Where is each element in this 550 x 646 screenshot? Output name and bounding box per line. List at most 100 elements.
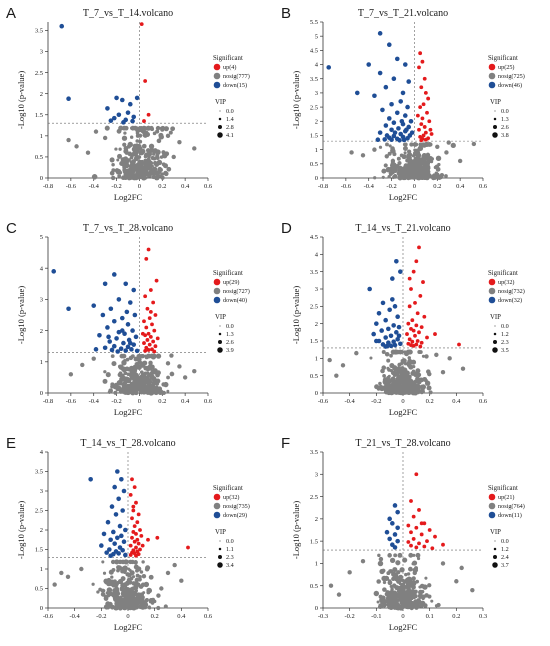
x-tick-label: 0 [413,183,416,190]
nosig-point [154,390,159,395]
down-point [394,330,399,335]
vip-legend-marker [218,555,222,559]
y-tick-label: 1 [40,133,43,140]
x-tick-label: 0.2 [158,398,166,405]
nosig-point [127,580,131,584]
nosig-point [128,383,133,387]
nosig-point [143,378,147,382]
nosig-point [102,378,108,384]
nosig-point [418,350,423,354]
down-point [105,519,111,525]
down-point [112,484,117,490]
y-tick-label: 3 [315,471,318,478]
nosig-point [415,152,422,159]
nosig-point [121,126,126,131]
nosig-point [116,568,120,573]
up-point [423,130,428,135]
down-point [394,258,399,264]
nosig-point [152,376,157,381]
nosig-point [406,587,411,593]
y-tick-label: 2 [40,328,43,335]
x-tick-label: 0.6 [479,398,488,405]
nosig-point [113,588,119,594]
up-point [407,337,412,342]
nosig-point [114,602,119,607]
up-point [417,245,421,250]
nosig-point [131,354,135,358]
legend-down-marker [213,81,221,89]
down-point [392,304,398,309]
up-point [415,311,420,316]
nosig-point [457,158,463,164]
nosig-point [135,133,140,138]
nosig-point [132,596,137,601]
y-tick-label: 2 [315,516,318,523]
nosig-point [411,584,416,590]
nosig-point [396,589,401,594]
up-point [422,125,427,129]
legend-title: Significant [488,55,518,62]
nosig-point [384,351,390,357]
nosig-point [138,139,143,144]
up-point [135,537,140,542]
nosig-point [118,125,124,131]
down-point [120,547,125,553]
down-point [400,90,406,96]
nosig-point [91,356,96,361]
nosig-point [147,606,152,610]
vip-legend-title: VIP [490,529,501,536]
nosig-point [172,562,177,568]
x-tick-label: 0 [401,613,404,620]
down-point [366,62,372,67]
panel-f: F T_21_vs_T_28.volcano -0.3 -0.2 -0.1 0 0.1 0.2… [281,435,525,632]
nosig-point [164,151,170,157]
nosig-point [137,159,143,166]
nosig-point [121,353,127,359]
legend-nosig-marker [488,72,496,80]
up-point [155,535,160,540]
x-tick-label: 0.2 [158,183,166,190]
nosig-point [136,384,140,389]
nosig-point [114,585,118,589]
nosig-point [349,150,354,155]
down-point [111,343,117,349]
nosig-point [395,578,402,584]
up-point [131,530,136,534]
panel-letter: A [6,5,16,22]
up-point [134,532,138,536]
down-point [101,531,107,537]
nosig-point [132,144,137,148]
nosig-point [146,588,151,593]
nosig-point [402,557,408,563]
down-point [375,137,381,143]
nosig-point [392,567,398,573]
x-tick-label: -0.6 [43,613,54,620]
legend-title: Significant [488,485,518,492]
down-point [115,535,120,541]
y-tick-label: 3.5 [35,469,43,476]
nosig-point [392,371,396,376]
panel-e: E T_14_vs_T_28.volcano -0.6 -0.4 -0.2 0 0.2 0.4… [6,435,250,632]
up-point [146,112,151,117]
up-point [419,138,424,143]
nosig-point [413,379,418,384]
nosig-point [148,160,154,166]
down-point [383,335,388,340]
down-point [386,326,391,332]
nosig-point [152,166,157,171]
nosig-point [422,161,426,165]
y-axis-label: -Log10 (p-value) [16,71,26,129]
vip-legend-label: 3.9 [226,347,234,354]
nosig-point [327,357,332,363]
down-point [120,508,125,513]
nosig-point [420,176,425,180]
nosig-point [160,127,165,132]
nosig-point [418,165,425,171]
up-point [413,333,417,338]
nosig-point [145,371,150,375]
nosig-point [91,174,98,180]
nosig-point [108,388,113,394]
nosig-point [133,155,140,162]
y-tick-label: 4 [315,252,319,259]
up-point [421,102,426,107]
